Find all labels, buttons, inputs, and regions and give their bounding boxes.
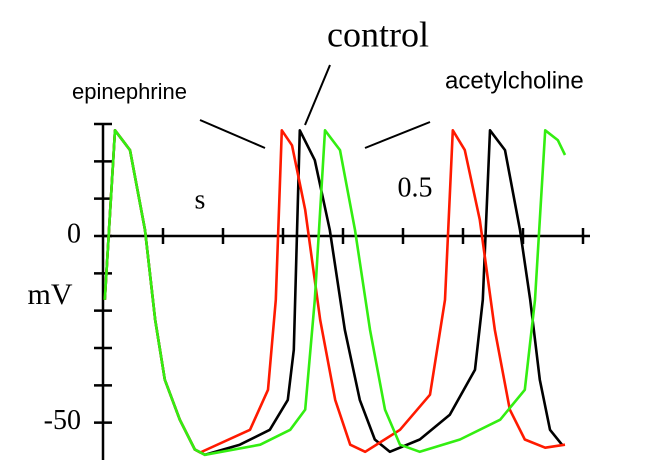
y-tick-label: -50: [44, 405, 81, 436]
annotation: control: [327, 14, 429, 54]
annotation: epinephrine: [72, 79, 187, 104]
leader-line: [364, 121, 431, 149]
annotation: acetylcholine: [445, 67, 584, 94]
y-tick-label: 0: [67, 218, 81, 249]
leader-line: [304, 64, 331, 126]
x-tick-label: 0.5: [398, 172, 433, 203]
leader-line: [199, 119, 266, 149]
y-axis-label: mV: [28, 278, 73, 311]
series-line: [103, 129, 567, 457]
x-axis-label: s: [195, 184, 206, 215]
